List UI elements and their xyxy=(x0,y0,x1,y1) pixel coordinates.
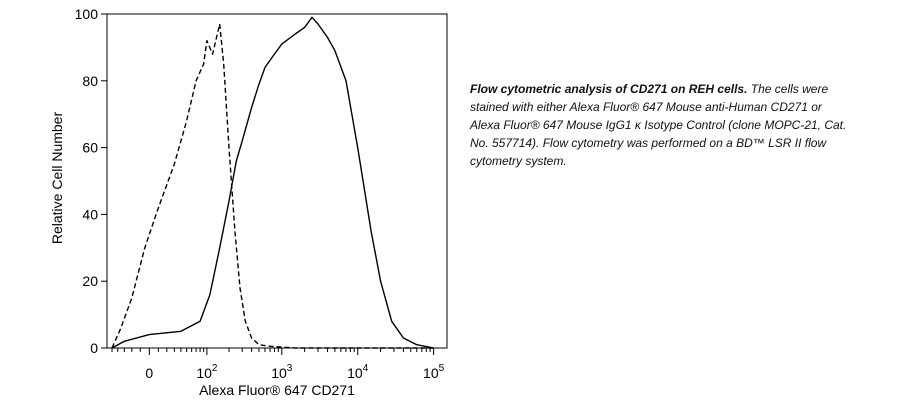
figure-caption: Flow cytometric analysis of CD271 on REH… xyxy=(470,80,850,170)
y-tick-label: 20 xyxy=(82,273,98,289)
y-tick-label: 60 xyxy=(82,140,98,156)
histogram-series-cd271 xyxy=(111,16,434,349)
histogram-series-isotype-control xyxy=(111,23,434,349)
caption-title: Flow cytometric analysis of CD271 on REH… xyxy=(470,82,748,96)
x-tick-exponent: 3 xyxy=(287,363,293,374)
y-tick-label: 100 xyxy=(75,6,99,22)
y-tick-label: 0 xyxy=(90,340,98,356)
x-tick-label: 0 xyxy=(145,365,153,381)
caption-body: The cells were stained with either Alexa… xyxy=(470,82,847,168)
x-tick-label: 105 xyxy=(423,363,445,381)
y-tick-label: 80 xyxy=(82,73,98,89)
plot-frame xyxy=(106,13,448,349)
x-tick-label: 104 xyxy=(347,363,369,381)
histogram-chart: 0 20 40 60 80 100 0 102 103 104 105 Relative Cell… xyxy=(49,6,448,398)
x-tick-exponent: 2 xyxy=(212,363,218,374)
x-axis-label: Alexa Fluor® 647 CD271 xyxy=(199,382,355,398)
y-tick-label: 40 xyxy=(82,206,98,222)
x-tick-label: 102 xyxy=(196,363,218,381)
y-axis-label: Relative Cell Number xyxy=(49,112,65,245)
x-tick-exponent: 5 xyxy=(439,363,445,374)
x-tick-label: 103 xyxy=(271,363,293,381)
x-tick-exponent: 4 xyxy=(363,363,369,374)
